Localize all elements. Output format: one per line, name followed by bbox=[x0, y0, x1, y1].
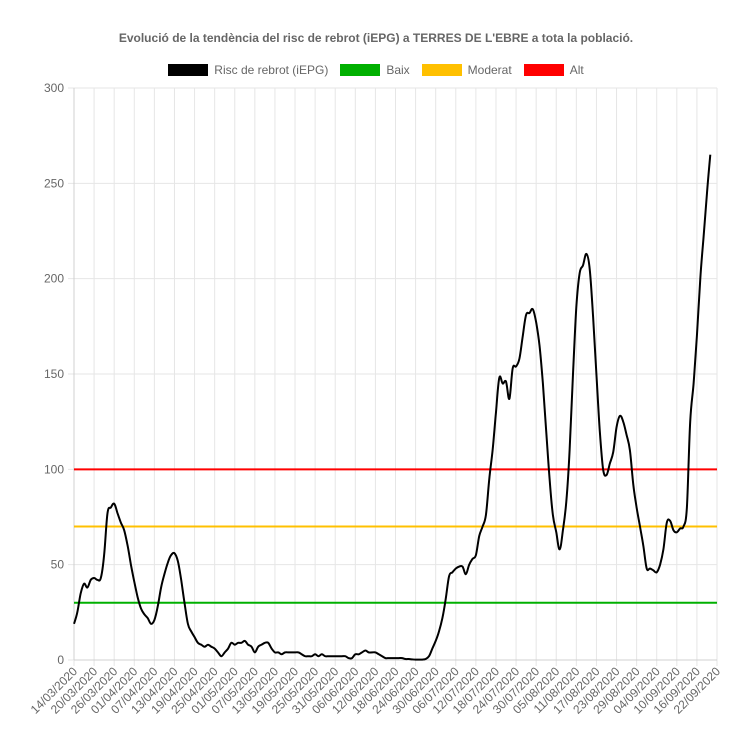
legend-swatch-risk bbox=[168, 64, 209, 76]
legend-label-alt: Alt bbox=[569, 63, 584, 77]
legend-swatch-moderat bbox=[421, 64, 462, 76]
legend-label-baix: Baix bbox=[386, 63, 410, 77]
y-tick-label: 200 bbox=[44, 272, 64, 286]
legend-label-moderat: Moderat bbox=[467, 63, 512, 77]
y-tick-label: 0 bbox=[57, 653, 64, 667]
legend-swatch-alt bbox=[523, 64, 564, 76]
legend-label-risk: Risc de rebrot (iEPG) bbox=[214, 63, 329, 77]
legend: Risc de rebrot (iEPG) Baix Moderat Alt bbox=[0, 63, 752, 77]
legend-item-alt[interactable]: Alt bbox=[523, 63, 584, 77]
legend-item-baix[interactable]: Baix bbox=[340, 63, 410, 77]
series-line-risc-de-rebrot bbox=[73, 154, 712, 661]
y-tick-label: 50 bbox=[51, 558, 65, 572]
legend-swatch-baix bbox=[340, 64, 381, 76]
y-tick-label: 150 bbox=[44, 367, 64, 381]
chart-title: Evolució de la tendència del risc de reb… bbox=[118, 31, 634, 45]
y-tick-label: 100 bbox=[44, 462, 64, 476]
y-tick-label: 250 bbox=[44, 176, 64, 190]
legend-item-risk[interactable]: Risc de rebrot (iEPG) bbox=[168, 63, 328, 77]
y-tick-label: 300 bbox=[44, 81, 64, 95]
legend-item-moderat[interactable]: Moderat bbox=[421, 63, 512, 77]
